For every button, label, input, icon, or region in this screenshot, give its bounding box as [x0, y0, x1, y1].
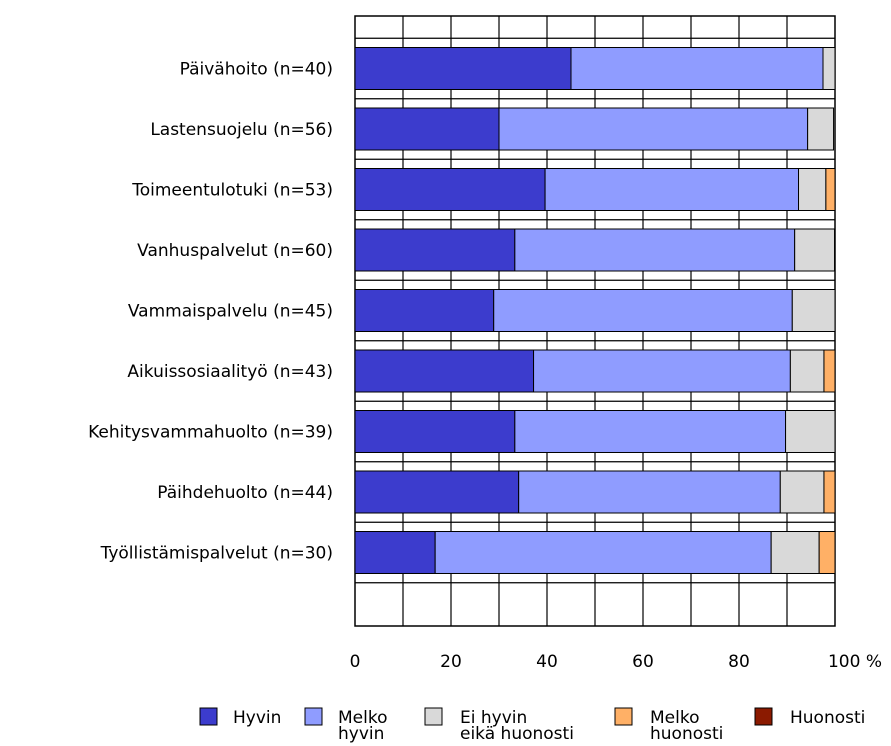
x-axis-ticks: 0 20 40 60 80 100 %	[350, 652, 882, 672]
bar-segment	[498, 107, 809, 151]
bar-segment	[354, 228, 516, 272]
category-labels: Päivähoito (n=40) Lastensuojelu (n=56) Toi…	[88, 60, 333, 564]
legend-label: Hyvin	[233, 708, 281, 728]
x-tick-label: 20	[440, 652, 462, 672]
bar-segment	[823, 470, 836, 514]
bar-segment	[354, 168, 546, 211]
category-label: Vanhuspalvelut (n=60)	[137, 241, 333, 261]
bar-segment	[818, 531, 836, 574]
bar-segment	[514, 410, 787, 453]
bar-segment	[570, 47, 824, 90]
bar-segment	[825, 168, 836, 211]
bar-segment	[789, 349, 825, 393]
legend-label: Huonosti	[790, 708, 865, 728]
x-tick-label: 80	[728, 652, 750, 672]
legend-label: Melko	[650, 708, 700, 728]
bar-segment	[823, 349, 836, 393]
x-tick-label: 40	[536, 652, 558, 672]
bar-segment	[807, 107, 835, 151]
legend-swatch	[199, 707, 218, 726]
category-label: Aikuissosiaalityö (n=43)	[127, 362, 333, 382]
bar-segment	[518, 470, 781, 514]
legend-label: eikä huonosti	[460, 724, 574, 744]
bar-segment	[822, 47, 836, 90]
bar-segment	[354, 349, 535, 393]
legend-label: huonosti	[650, 724, 723, 744]
bar-segment	[798, 168, 827, 211]
bar-segment	[514, 228, 796, 272]
bar-segment	[779, 470, 825, 514]
legend-swatch	[614, 707, 633, 726]
x-tick-label: 60	[632, 652, 654, 672]
bar-segment	[354, 410, 516, 453]
bar-segment	[533, 349, 791, 393]
bar-segment	[354, 531, 436, 574]
x-tick-label: 0	[350, 652, 361, 672]
legend-swatch	[424, 707, 443, 726]
bar-segment	[354, 470, 520, 514]
legend-label: Melko	[338, 708, 388, 728]
legend-label: Ei hyvin	[460, 708, 527, 728]
bar-segment	[354, 107, 500, 151]
bars	[354, 47, 836, 574]
category-label: Vammaispalvelu (n=45)	[128, 302, 333, 322]
bar-segment	[544, 168, 800, 211]
category-label: Päivähoito (n=40)	[180, 60, 333, 80]
bar-segment	[434, 531, 772, 574]
legend-label: hyvin	[338, 724, 384, 744]
bar-segment	[354, 47, 572, 90]
bar-segment	[791, 289, 836, 332]
bar-segment	[785, 410, 836, 453]
x-tick-label: 100 %	[828, 652, 882, 672]
category-label: Kehitysvammahuolto (n=39)	[88, 423, 333, 443]
legend-swatch	[304, 707, 323, 726]
bar-segment	[770, 531, 820, 574]
category-label: Työllistämispalvelut (n=30)	[100, 544, 333, 564]
bar-segment	[794, 228, 836, 272]
bar-segment	[493, 289, 793, 332]
legend-swatch	[754, 707, 773, 726]
category-label: Lastensuojelu (n=56)	[150, 120, 333, 140]
bar-segment	[354, 289, 495, 332]
category-label: Päihdehuolto (n=44)	[157, 483, 333, 503]
category-label: Toimeentulotuki (n=53)	[131, 181, 333, 201]
